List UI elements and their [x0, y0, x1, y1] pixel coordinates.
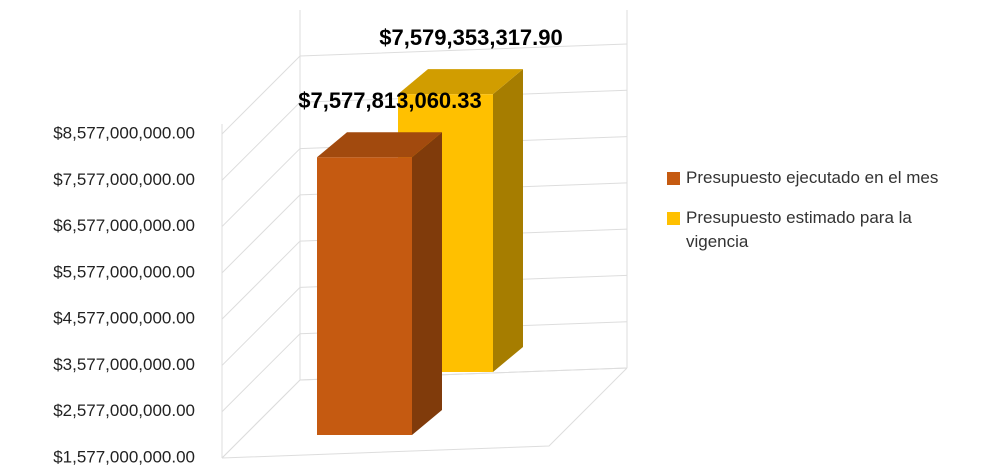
bar-side: [412, 132, 442, 435]
y-tick-label: $6,577,000,000.00: [53, 216, 195, 235]
grid-line: [221, 43, 628, 135]
y-tick-label: $3,577,000,000.00: [53, 355, 195, 374]
legend: Presupuesto ejecutado en el mes Presupues…: [667, 166, 977, 270]
legend-item: Presupuesto estimado para la vigencia: [667, 206, 977, 254]
legend-item: Presupuesto ejecutado en el mes: [667, 166, 977, 190]
y-tick-label: $2,577,000,000.00: [53, 401, 195, 420]
y-tick-label: $4,577,000,000.00: [53, 309, 195, 328]
bar-side: [493, 69, 523, 372]
grid-line: [221, 367, 628, 459]
y-tick-label: $8,577,000,000.00: [53, 123, 195, 142]
y-tick-label: $1,577,000,000.00: [53, 447, 195, 466]
y-tick-label: $5,577,000,000.00: [53, 262, 195, 281]
y-tick-label: $7,577,000,000.00: [53, 170, 195, 189]
legend-swatch: [667, 212, 680, 225]
bar: [317, 157, 412, 435]
value-label: $7,577,813,060.33: [298, 88, 482, 113]
legend-label: Presupuesto ejecutado en el mes: [686, 168, 939, 187]
legend-swatch: [667, 172, 680, 185]
legend-label: Presupuesto estimado para la vigencia: [686, 208, 912, 251]
bar-top: [317, 132, 442, 158]
value-label: $7,579,353,317.90: [379, 25, 563, 50]
bar-top: [398, 69, 523, 95]
